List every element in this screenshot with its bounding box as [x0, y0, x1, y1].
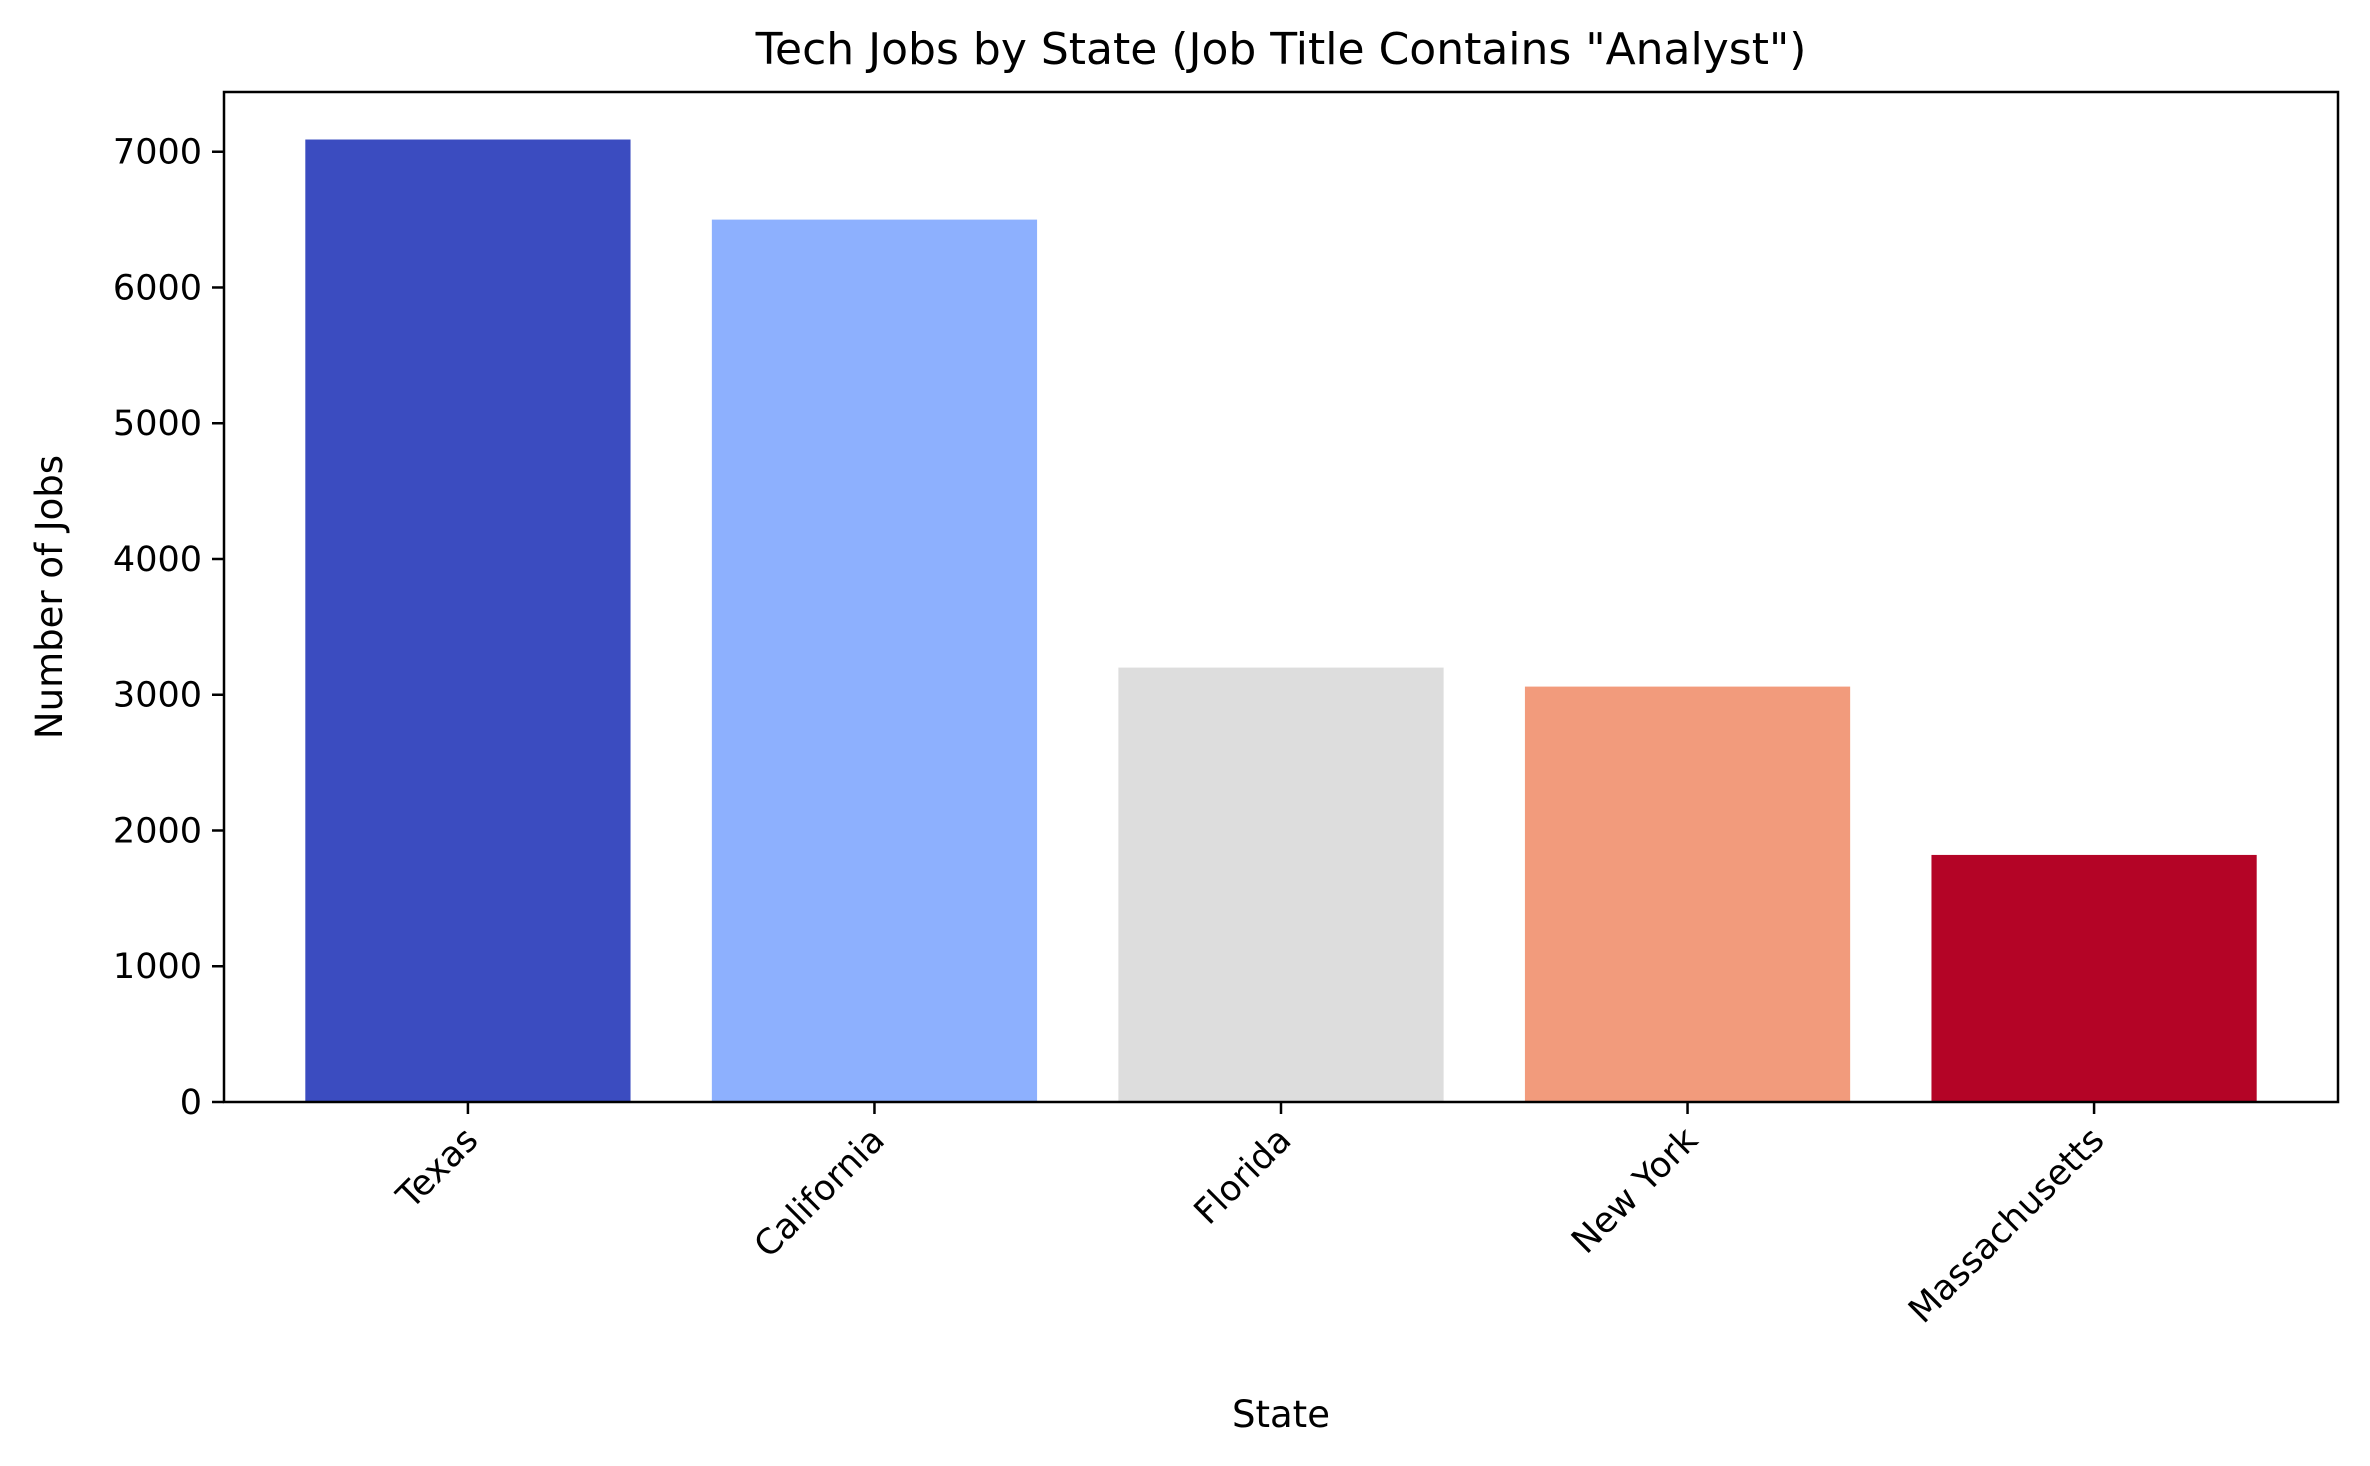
- bar-texas: [305, 139, 631, 1103]
- y-tick-label: 6000: [113, 268, 202, 308]
- bar-new-york: [1524, 686, 1851, 1102]
- y-tick-label: 0: [180, 1083, 202, 1123]
- y-tick-label: 2000: [113, 811, 202, 851]
- y-tick-label: 7000: [113, 133, 202, 173]
- chart-title: Tech Jobs by State (Job Title Contains "…: [755, 24, 1807, 75]
- y-tick-label: 4000: [113, 540, 202, 580]
- bars-group: [305, 139, 2257, 1103]
- y-axis-ticks: 0 1000 2000 3000 4000 5000 6000 7000: [113, 133, 224, 1123]
- plot-frame: [222, 90, 2340, 1104]
- y-tick-label: 1000: [113, 947, 202, 987]
- bar-massachusetts: [1931, 854, 2257, 1102]
- y-tick-label: 5000: [113, 404, 202, 444]
- bar-california: [711, 219, 1038, 1102]
- y-axis-label: Number of Jobs: [28, 455, 71, 739]
- x-axis-label: State: [1232, 1393, 1330, 1436]
- y-tick-label: 3000: [113, 676, 202, 716]
- bar-florida: [1118, 667, 1444, 1102]
